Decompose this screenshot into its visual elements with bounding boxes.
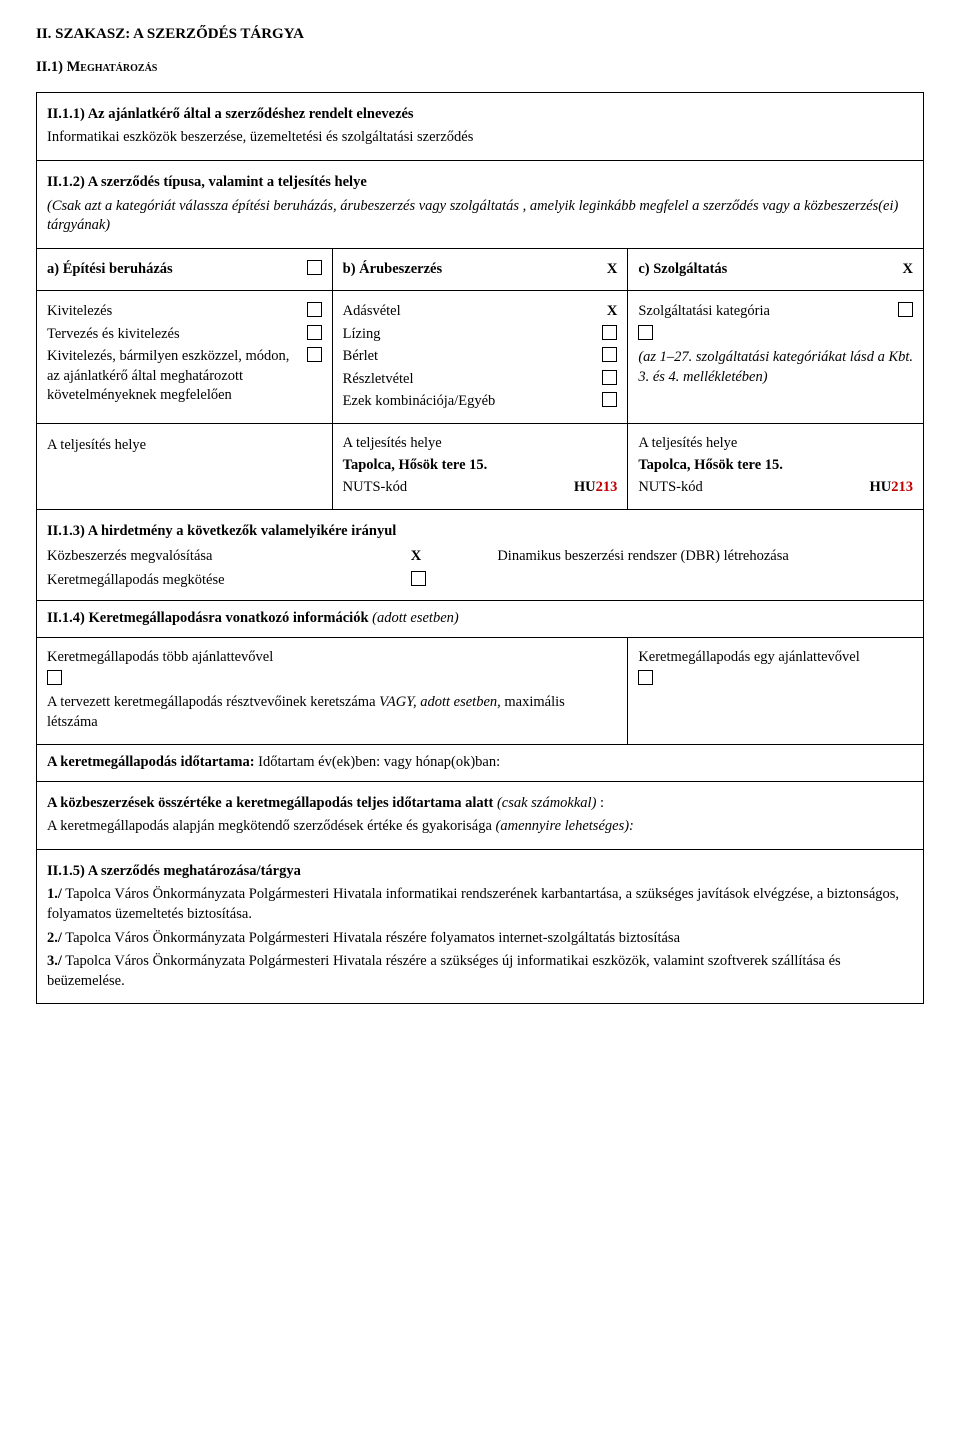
checkbox[interactable] [602, 392, 617, 407]
checkbox[interactable] [307, 347, 322, 362]
placeB-city: Tapolca, Hősök tere 15. [343, 456, 618, 476]
colA-head: a) Építési beruházás [47, 260, 299, 280]
checkbox[interactable] [47, 670, 62, 685]
checkbox[interactable] [602, 370, 617, 385]
s14-val1-ital: (csak számokkal) [497, 795, 596, 811]
colA-i1: Kivitelezés [47, 302, 299, 322]
colB-i1-mark: X [607, 302, 617, 322]
colA-i3: Kivitelezés, bármilyen eszközzel, módon,… [47, 347, 299, 406]
s14-val2: A keretmegállapodás alapján megkötendő s… [47, 818, 496, 834]
checkbox[interactable] [602, 347, 617, 362]
s14-title: II.1.4) Keretmegállapodásra vonatkozó in… [47, 610, 372, 626]
colB-i1: Adásvétel [343, 302, 599, 322]
placeC-nuts-code: 213 [891, 479, 913, 495]
s12-title: II.1.2) A szerződés típusa, valamint a t… [47, 173, 913, 193]
placeC-nuts-hu: HU [870, 479, 892, 495]
s15-title: II.1.5) A szerződés meghatározása/tárgya [47, 862, 913, 882]
s15-p3: Tapolca Város Önkormányzata Polgármester… [47, 953, 841, 989]
s15-p1: Tapolca Város Önkormányzata Polgármester… [47, 886, 899, 922]
s11-body: Informatikai eszközök beszerzése, üzemel… [47, 128, 913, 148]
placeB-title: A teljesítés helye [343, 434, 618, 454]
s14-dur-lab: A keretmegállapodás időtartama: [47, 754, 258, 770]
colB-i5: Ezek kombinációja/Egyéb [343, 392, 595, 412]
checkbox[interactable] [898, 302, 913, 317]
colB-i2: Lízing [343, 325, 595, 345]
placeC-city: Tapolca, Hősök tere 15. [638, 456, 913, 476]
placeB-nuts-hu: HU [574, 479, 596, 495]
s13-opt1: Közbeszerzés megvalósítása [47, 548, 212, 564]
form-table: II.1.1) Az ajánlatkérő által a szerződés… [36, 92, 924, 1004]
checkbox[interactable] [411, 571, 426, 586]
s14-left2b: VAGY, adott esetben, [379, 694, 501, 710]
placeB-nuts-lab: NUTS-kód [343, 478, 566, 498]
subsection-title: II.1) Meghatározás [36, 58, 924, 78]
colB-i4: Részletvétel [343, 370, 595, 390]
colB-head: b) Árubeszerzés [343, 260, 599, 280]
s14-right1: Keretmegállapodás egy ajánlattevővel [638, 648, 913, 668]
placeB-nuts-code: 213 [596, 479, 618, 495]
s13-opt3: Keretmegállapodás megkötése [47, 572, 225, 588]
colC-l2: (az 1–27. szolgáltatási kategóriákat lás… [638, 348, 913, 387]
colC-l1: Szolgáltatási kategória [638, 302, 890, 322]
colA-i2: Tervezés és kivitelezés [47, 325, 299, 345]
colC-mark: X [903, 260, 913, 280]
checkbox[interactable] [307, 325, 322, 340]
s12-hint: (Csak azt a kategóriát válassza építési … [47, 197, 913, 236]
checkbox[interactable] [638, 670, 653, 685]
s14-val1-colon: : [600, 795, 604, 811]
s14-val2-ital: (amennyire lehetséges): [496, 818, 634, 834]
s14-val1: A közbeszerzések összértéke a keretmegál… [47, 795, 497, 811]
s15-p2b: 2./ [47, 930, 62, 946]
checkbox[interactable] [638, 325, 653, 340]
placeA: A teljesítés helye [47, 436, 322, 456]
s15-p1b: 1./ [47, 886, 62, 902]
colC-head: c) Szolgáltatás [638, 260, 894, 280]
s13-opt1-mark: X [411, 548, 421, 564]
s11-title: II.1.1) Az ajánlatkérő által a szerződés… [47, 105, 913, 125]
s15-p2: Tapolca Város Önkormányzata Polgármester… [62, 930, 680, 946]
placeC-title: A teljesítés helye [638, 434, 913, 454]
s14-dur-val: Időtartam év(ek)ben: vagy hónap(ok)ban: [258, 754, 500, 770]
colB-i3: Bérlet [343, 347, 595, 367]
s13-title: II.1.3) A hirdetmény a következők valame… [47, 522, 913, 542]
checkbox[interactable] [602, 325, 617, 340]
s14-title-ital: (adott esetben) [372, 610, 459, 626]
s14-left2a: A tervezett keretmegállapodás résztvevői… [47, 694, 379, 710]
colB-mark: X [607, 260, 617, 280]
s13-opt2: Dinamikus beszerzési rendszer (DBR) létr… [497, 548, 789, 564]
section-title: II. SZAKASZ: A SZERZŐDÉS TÁRGYA [36, 24, 924, 44]
checkbox[interactable] [307, 302, 322, 317]
checkbox[interactable] [307, 260, 322, 275]
s15-p3b: 3./ [47, 953, 62, 969]
placeC-nuts-lab: NUTS-kód [638, 478, 861, 498]
s14-left1: Keretmegállapodás több ajánlattevővel [47, 648, 617, 668]
